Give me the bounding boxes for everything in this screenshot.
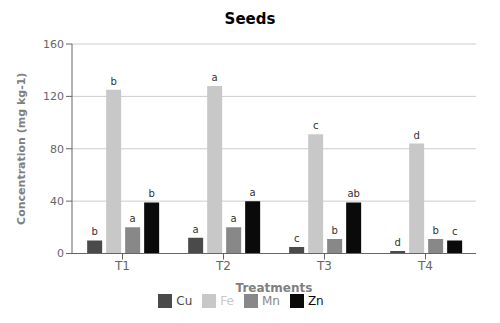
svg-text:b: b — [432, 225, 438, 236]
svg-text:T4: T4 — [417, 259, 433, 273]
svg-text:120: 120 — [43, 90, 64, 103]
svg-text:c: c — [452, 226, 458, 237]
svg-text:ab: ab — [347, 188, 359, 199]
svg-text:b: b — [148, 188, 154, 199]
svg-text:T2: T2 — [215, 259, 231, 273]
html-text:Zn: Zn — [307, 293, 324, 308]
svg-text:0: 0 — [57, 247, 64, 260]
svg-text:Treatments: Treatments — [236, 281, 313, 295]
svg-text:a: a — [250, 187, 256, 198]
svg-text:Concentration (mg kg-1): Concentration (mg kg-1) — [15, 73, 28, 225]
svg-text:a: a — [212, 72, 218, 83]
html-text:Seeds: Seeds — [224, 10, 276, 28]
svg-text:160: 160 — [43, 38, 64, 51]
svg-text:c: c — [294, 233, 300, 244]
svg-text:T1: T1 — [114, 259, 130, 273]
svg-text:a: a — [231, 213, 237, 224]
svg-text:d: d — [394, 237, 400, 248]
svg-text:b: b — [91, 226, 97, 237]
svg-text:b: b — [110, 76, 116, 87]
svg-text:b: b — [331, 225, 337, 236]
svg-text:T3: T3 — [316, 259, 332, 273]
svg-text:a: a — [130, 213, 136, 224]
html-text:Cu: Cu — [176, 293, 193, 308]
html-text:Mn: Mn — [261, 293, 280, 308]
svg-text:d: d — [413, 130, 419, 141]
html-text:Fe: Fe — [220, 293, 234, 308]
svg-text:40: 40 — [50, 195, 64, 208]
svg-text:c: c — [313, 120, 319, 131]
svg-text:80: 80 — [50, 143, 64, 156]
svg-text:a: a — [193, 224, 199, 235]
